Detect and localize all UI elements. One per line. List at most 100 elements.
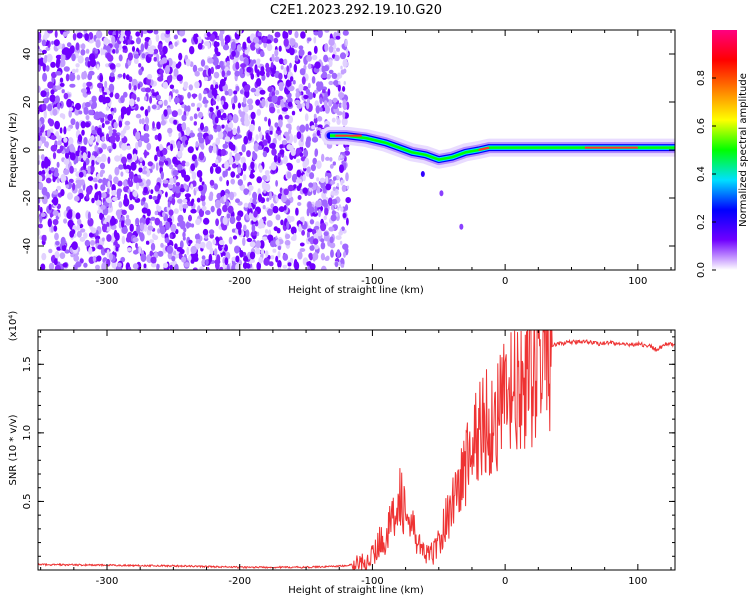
noise-point [321, 86, 328, 91]
noise-point [302, 187, 309, 194]
noise-point [331, 210, 337, 216]
noise-point [87, 73, 93, 81]
noise-point [150, 256, 157, 264]
noise-point [59, 252, 66, 259]
noise-point [177, 164, 183, 171]
noise-point [109, 72, 115, 78]
noise-point [79, 258, 84, 264]
noise-point [316, 160, 322, 169]
noise-point [331, 198, 338, 205]
snr-axes: -300 -200 -100 0 100 0.5 1.0 1.5 [22, 330, 675, 587]
noise-point [45, 65, 50, 72]
noise-point [299, 248, 306, 252]
noise-point [173, 68, 179, 77]
noise-point [224, 35, 231, 44]
noise-point [182, 38, 187, 43]
x-tick-label: -100 [361, 276, 384, 287]
noise-point [65, 184, 70, 189]
noise-point [328, 45, 334, 53]
noise-point [212, 239, 217, 245]
noise-point [277, 95, 284, 100]
noise-point [50, 135, 57, 141]
noise-point [236, 174, 240, 179]
noise-point [67, 137, 74, 146]
noise-point [40, 212, 46, 217]
noise-point [175, 182, 181, 187]
noise-point [154, 217, 161, 226]
noise-point [212, 100, 217, 106]
noise-point [198, 185, 204, 191]
noise-point [227, 88, 233, 97]
noise-point [296, 125, 301, 132]
noise-point [323, 215, 328, 221]
noise-point [65, 151, 70, 159]
noise-point [86, 185, 92, 195]
noise-point [65, 148, 70, 154]
noise-point [54, 264, 61, 270]
noise-point [320, 265, 327, 270]
noise-point [317, 30, 323, 38]
noise-point [141, 53, 146, 59]
noise-point [302, 174, 306, 182]
noise-point [224, 136, 231, 143]
noise-point [54, 30, 58, 38]
noise-point [171, 110, 178, 118]
noise-point [277, 267, 281, 270]
noise-point [155, 53, 160, 63]
noise-point [247, 131, 253, 141]
noise-point [235, 198, 240, 203]
noise-point [181, 256, 187, 263]
noise-point [222, 44, 230, 51]
noise-point [144, 40, 149, 50]
noise-point [279, 149, 285, 155]
noise-point [136, 178, 143, 183]
noise-point [164, 160, 169, 166]
noise-point [132, 237, 139, 243]
noise-point [209, 33, 216, 42]
noise-point [226, 60, 231, 67]
noise-point [313, 45, 318, 54]
noise-point [80, 121, 86, 129]
snr-x-label: Height of straight line (km) [288, 585, 424, 596]
noise-point [68, 72, 76, 82]
noise-point [159, 69, 165, 75]
noise-point [145, 240, 150, 245]
noise-point [299, 242, 305, 247]
noise-point [197, 67, 204, 72]
noise-point [327, 197, 333, 206]
spectrogram-x-label: Height of straight line (km) [288, 285, 424, 296]
noise-point [206, 266, 210, 270]
noise-point [77, 55, 84, 64]
noise-point [302, 160, 308, 169]
noise-point [162, 262, 169, 268]
noise-point [331, 117, 336, 123]
noise-point [61, 244, 67, 252]
noise-point [122, 72, 126, 80]
noise-point [216, 64, 221, 70]
noise-point [47, 218, 52, 228]
noise-point [239, 111, 244, 118]
noise-point [109, 252, 113, 261]
noise-point [236, 30, 242, 35]
noise-point [298, 45, 304, 50]
noise-point [138, 68, 143, 76]
noise-point [76, 74, 81, 81]
noise-point [102, 223, 107, 233]
noise-point [66, 98, 72, 108]
noise-point [216, 109, 222, 119]
noise-point [213, 71, 220, 79]
noise-point [95, 264, 100, 270]
noise-point [176, 246, 183, 252]
noise-point [106, 187, 110, 195]
noise-point [284, 31, 289, 39]
noise-point [200, 193, 206, 202]
noise-point [278, 84, 284, 92]
noise-point [188, 84, 193, 91]
noise-point [198, 93, 202, 101]
noise-point [271, 69, 276, 74]
noise-point [328, 38, 335, 47]
noise-point [189, 132, 196, 138]
noise-point [52, 219, 59, 226]
noise-point [158, 44, 162, 53]
noise-point [91, 197, 95, 204]
